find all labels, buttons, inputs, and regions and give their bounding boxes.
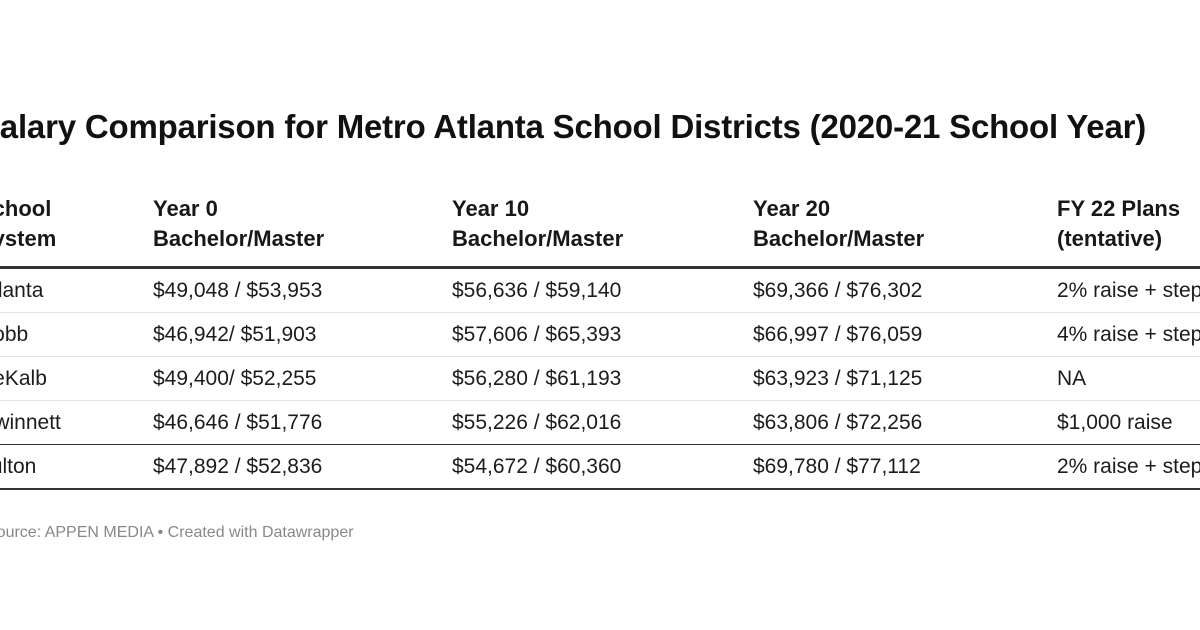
column-header-line2: Bachelor/Master [153, 226, 325, 251]
cell-year-10: $57,606 / $65,393 [452, 323, 622, 346]
column-header-line1: Year 10 [452, 196, 530, 221]
column-header-year-0: Year 0 Bachelor/Master [153, 194, 324, 254]
cell-school-system: Atlanta [0, 279, 44, 302]
column-header-line1: FY 22 Plans [1057, 196, 1181, 221]
cell-school-system: Fulton [0, 455, 37, 478]
cell-year-10: $56,636 / $59,140 [452, 279, 622, 302]
cell-year-0: $49,048 / $53,953 [153, 279, 323, 302]
column-header-line2: System [0, 226, 57, 251]
cell-school-system: Cobb [0, 323, 29, 346]
salary-table: School System Year 0 Bachelor/Master Yea… [0, 194, 1200, 490]
cell-year-20: $63,806 / $72,256 [753, 411, 923, 434]
cell-year-20: $63,923 / $71,125 [753, 367, 923, 390]
source-credit: Source: APPEN MEDIA • Created with Dataw… [0, 524, 354, 541]
cell-year-0: $47,892 / $52,836 [153, 455, 323, 478]
column-header-year-10: Year 10 Bachelor/Master [452, 194, 623, 254]
cell-year-10: $55,226 / $62,016 [452, 411, 622, 434]
table-row-gwinnett: Gwinnett $46,646 / $51,776 $55,226 / $62… [0, 401, 1200, 444]
cell-school-system: DeKalb [0, 367, 47, 390]
cell-fy22-plans: 2% raise + step [1057, 279, 1200, 302]
cell-year-10: $56,280 / $61,193 [452, 367, 622, 390]
column-header-year-20: Year 20 Bachelor/Master [753, 194, 924, 254]
cell-fy22-plans: 2% raise + step [1057, 455, 1200, 478]
cell-year-0: $46,646 / $51,776 [153, 411, 323, 434]
cell-fy22-plans: $1,000 raise [1057, 411, 1173, 434]
cell-year-0: $46,942/ $51,903 [153, 323, 317, 346]
column-header-line1: School [0, 196, 52, 221]
cell-school-system: Gwinnett [0, 411, 61, 434]
table-row-dekalb: DeKalb $49,400/ $52,255 $56,280 / $61,19… [0, 357, 1200, 401]
chart-title: Salary Comparison for Metro Atlanta Scho… [0, 108, 1147, 145]
cell-year-20: $69,366 / $76,302 [753, 279, 923, 302]
column-header-line1: Year 20 [753, 196, 831, 221]
table-row-fulton: Fulton $47,892 / $52,836 $54,672 / $60,3… [0, 444, 1200, 490]
cell-fy22-plans: 4% raise + step [1057, 323, 1200, 346]
column-header-fy22-plans: FY 22 Plans (tentative) [1057, 194, 1180, 254]
cell-year-20: $66,997 / $76,059 [753, 323, 923, 346]
column-header-line2: Bachelor/Master [753, 226, 925, 251]
column-header-school-system: School System [0, 194, 56, 254]
cell-fy22-plans: NA [1057, 367, 1087, 390]
table-row-cobb: Cobb $46,942/ $51,903 $57,606 / $65,393 … [0, 313, 1200, 357]
cell-year-0: $49,400/ $52,255 [153, 367, 317, 390]
table-header: School System Year 0 Bachelor/Master Yea… [0, 194, 1200, 269]
column-header-line2: Bachelor/Master [452, 226, 624, 251]
column-header-line1: Year 0 [153, 196, 218, 221]
column-header-line2: (tentative) [1057, 226, 1163, 251]
cell-year-20: $69,780 / $77,112 [753, 455, 921, 478]
table-row-atlanta: Atlanta $49,048 / $53,953 $56,636 / $59,… [0, 269, 1200, 313]
cell-year-10: $54,672 / $60,360 [452, 455, 622, 478]
